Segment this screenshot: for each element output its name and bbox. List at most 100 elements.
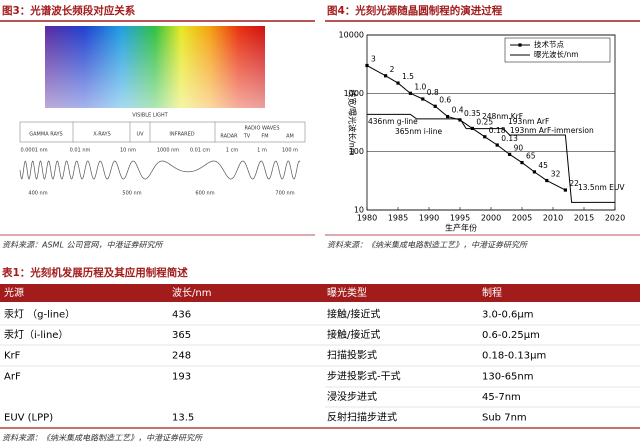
band-label: TV [243,134,251,140]
band-label: FM [261,134,268,140]
table-cell: 汞灯（i-line） [4,329,68,341]
table-cell: 193 [172,372,191,383]
annotation: 193nm ArF-immersion [510,126,594,135]
figure-title: 图4：光刻光源随晶圆制程的演进过程 [327,4,503,17]
x-tick-label: 2000 [481,214,501,223]
table-title: 表1：光刻机发展历程及其应用制程简述 [1,266,188,279]
table-header-cell: 波长/nm [172,286,211,299]
data-point [365,63,369,68]
data-point [458,118,462,122]
data-label: 0.35 [464,109,481,118]
table-cell: 0.6-0.25μm [482,330,540,341]
annotation: 13.5nm EUV [578,183,625,192]
data-label: 32 [551,170,561,179]
data-label: 65 [526,152,536,161]
table-cell: 接触/接近式 [327,328,380,341]
band-label: INFRARED [169,132,194,138]
data-point [408,91,412,95]
data-point [532,170,536,174]
data-label: 2 [390,65,395,74]
data-point [520,160,524,165]
wave [19,160,301,180]
table-cell: 45-7nm [482,392,521,403]
table-cell: 扫描投影式 [327,349,377,362]
table-cell: 436 [172,310,191,321]
visible-scale-label: 700 nm [275,191,294,197]
y-tick-label: 100 [349,147,364,156]
scale-label: 0.01 nm [70,148,91,154]
table-cell: KrF [4,351,21,362]
table-cell: 步进投影式-干式 [327,370,401,383]
data-label: 0.13 [501,134,518,143]
annotation: 365nm i-line [395,127,442,136]
legend-label: 技术节点 [534,39,564,49]
data-point [396,81,400,85]
table-cell: 0.18-0.13μm [482,351,546,362]
y-tick-label: 1000 [344,89,364,98]
legend-label: 曝光波长/nm [534,49,579,59]
table-cell: 365 [172,330,191,341]
visible-scale-label: 400 nm [28,191,47,197]
table-cell: ArF [4,372,21,383]
data-label: 90 [514,143,524,152]
table-cell: 反射扫描步进式 [327,411,397,424]
x-tick-label: 1985 [388,214,408,223]
band-label: AM [286,134,294,140]
data-point [545,178,549,183]
data-label: 0.4 [452,106,464,115]
x-tick-label: 1980 [357,214,377,223]
data-label: 0.25 [476,117,493,126]
annotation: 436nm g-line [368,117,418,126]
series-line [366,65,566,191]
scale-label: 1000 nm [157,148,179,154]
table-cell: 汞灯 （g-line） [4,309,75,321]
data-label: 1.0 [414,82,426,91]
series-line [367,113,615,203]
y-tick-label: 10000 [339,31,364,40]
x-tick-label: 2005 [512,214,532,223]
figure-source: 资料来源：《纳米集成电路制造工艺》，中港证券研究所 [327,241,529,250]
figure-source: 资料来源：ASML 公司官网，中港证券研究所 [2,241,164,250]
x-tick-label: 1990 [419,214,439,223]
x-tick-label: 2015 [574,214,594,223]
figure-title: 图3：光谱波长频段对应关系 [2,4,136,17]
data-label: 45 [538,161,548,170]
band-label: X-RAYS [93,132,111,138]
data-label: 0.8 [427,88,439,97]
scale-label: 1 cm [226,148,239,154]
y-tick-label: 10 [354,206,364,215]
data-label: 0.6 [439,95,451,104]
x-axis-label: 生产年份 [445,223,477,233]
data-label: 22 [569,179,579,188]
table-cell: 248 [172,351,191,362]
x-tick-label: 1995 [450,214,470,223]
scale-label: 10 nm [120,148,136,154]
table-cell: Sub 7nm [482,413,527,424]
annotation: 193nm ArF [508,117,549,126]
data-point [384,74,388,78]
visible-scale-label: 500 nm [122,191,141,197]
data-point [433,104,437,108]
y-axis-label: 线宽/曝光波长/nm [348,89,358,155]
table-cell: 3.0-0.6μm [482,310,534,321]
x-tick-label: 2010 [543,214,563,223]
x-tick-label: 2020 [605,214,625,223]
legend-marker [518,43,522,47]
data-label: 1.5 [402,72,414,81]
band-box [19,121,306,143]
band-label: UV [136,132,144,138]
spectrum-fade [45,26,265,108]
band-label: RADIO WAVES [244,126,279,132]
band-label: RADAR [220,134,238,140]
scale-label: 0.0001 nm [20,148,47,154]
visible-scale-label: 600 nm [195,191,214,197]
data-point [446,114,450,119]
data-point [563,188,567,192]
table-header-cell: 光源 [4,286,24,299]
data-point [508,152,512,156]
table-cell: 13.5 [172,413,194,424]
table-header-bg [0,284,640,302]
table-source: 资料来源：《纳米集成电路制造工艺》，中港证券研究所 [2,434,204,443]
visible-light-label: VISIBLE LIGHT [132,113,168,119]
table-cell: 接触/接近式 [327,308,380,321]
